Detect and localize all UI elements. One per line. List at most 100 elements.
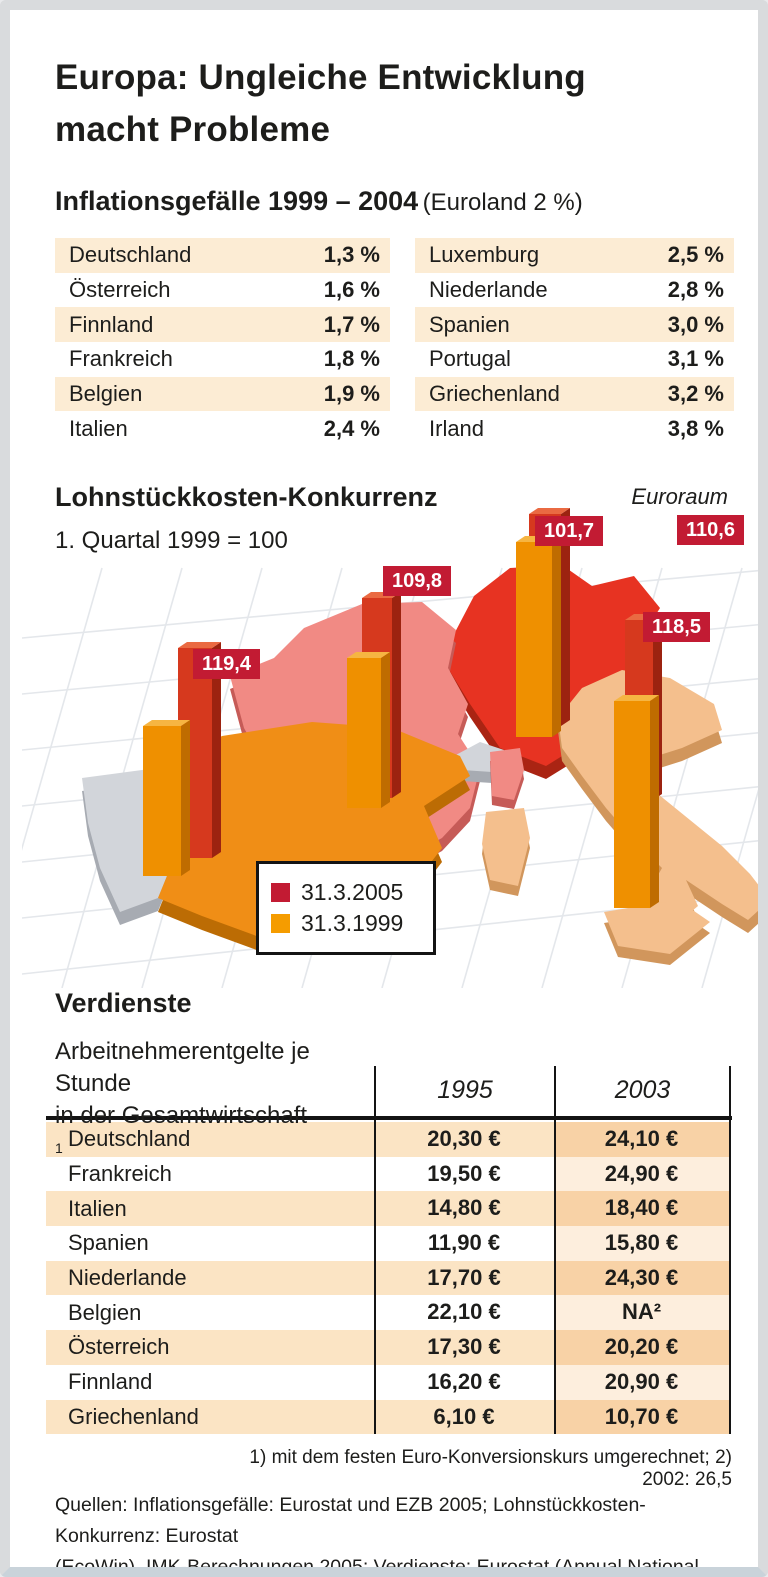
country-label: Deutschland xyxy=(46,1122,374,1157)
map-sicily xyxy=(604,900,710,954)
ulc-subheading: 1. Quartal 1999 = 100 xyxy=(55,527,288,554)
bar-spain-1999 xyxy=(143,720,190,876)
inflation-value: 1,7 % xyxy=(323,311,380,337)
sources-text: Quellen: Inflationsgefälle: Eurostat und… xyxy=(55,1490,745,1577)
table-row: Griechenland 3,2 % xyxy=(415,376,734,412)
sources-line2: (EcoWin), IMK-Berechnungen 2005; Verdien… xyxy=(55,1556,699,1577)
legend-label: 31.3.1999 xyxy=(301,910,404,936)
column-header-2003: 2003 xyxy=(614,1076,671,1104)
country-label: Griechenland xyxy=(429,381,560,407)
earnings-heading: Verdienste xyxy=(55,988,192,1018)
earnings-subheading-line2: in der Gesamtwirtschaft 1 xyxy=(55,1102,308,1156)
earnings-subheading: Arbeitnehmerentgelte je Stunde in der Ge… xyxy=(55,1036,385,1171)
country-label: Frankreich xyxy=(69,346,173,372)
earnings-table: Deutschland 20,30 €24,10 € Frankreich 19,5… xyxy=(46,1122,732,1435)
country-label: Italien xyxy=(46,1191,374,1227)
value-badge-germany: 101,7 xyxy=(535,516,604,546)
value-2003: 24,30 € xyxy=(554,1260,729,1296)
map-sardinia xyxy=(482,808,530,896)
legend-item-1999: 31.3.1999 xyxy=(271,910,421,937)
country-label: Luxemburg xyxy=(429,242,540,268)
table-row: Österreich 1,6 % xyxy=(55,273,390,308)
value-1995: 20,30 € xyxy=(374,1122,554,1157)
bar-italy-1999 xyxy=(614,695,659,908)
inflation-value: 3,1 % xyxy=(667,346,724,372)
value-2003: 20,20 € xyxy=(554,1330,729,1365)
value-1995: 11,90 € xyxy=(427,1230,501,1256)
value-1995: 17,70 € xyxy=(374,1260,554,1296)
map-corsica xyxy=(490,748,524,809)
inflation-value: 2,5 % xyxy=(667,242,724,268)
table-row: Frankreich 1,8 % xyxy=(55,342,390,377)
value-2003: 10,70 € xyxy=(554,1399,729,1435)
footnote-mark: 1 xyxy=(55,1140,63,1156)
country-label: Finnland xyxy=(68,1369,153,1395)
country-label: Italien xyxy=(69,415,128,441)
table-rule-vertical xyxy=(554,1066,556,1434)
ulc-heading: Lohnstückkosten-Konkurrenz xyxy=(55,482,438,512)
value-1995: 19,50 € xyxy=(427,1160,501,1186)
table-row: Finnland 16,20 € 20,90 € xyxy=(46,1364,732,1400)
value-1995: 17,30 € xyxy=(374,1330,554,1365)
earnings-subheading-line1: Arbeitnehmerentgelte je Stunde xyxy=(55,1038,310,1097)
value-2003: 24,90 € xyxy=(554,1156,729,1192)
table-rule-horizontal xyxy=(46,1116,732,1120)
country-label: Niederlande xyxy=(46,1260,374,1296)
value-badge-france: 109,8 xyxy=(383,566,452,596)
inflation-value: 3,8 % xyxy=(667,415,724,441)
footnote-text: 1) mit dem festen Euro-Konversionskurs u… xyxy=(249,1447,732,1490)
value-2003: 24,10 € xyxy=(554,1122,729,1157)
legend-label: 31.3.2005 xyxy=(301,879,404,905)
inflation-table-right: Luxemburg 2,5 % Niederlande 2,8 % Spanien 3… xyxy=(415,238,734,446)
column-header-1995: 1995 xyxy=(437,1076,493,1104)
inflation-heading-note: (Euroland 2 %) xyxy=(422,189,583,216)
table-row: Niederlande 17,70 €24,30 € xyxy=(46,1260,732,1296)
europe-map-chart xyxy=(22,508,758,988)
table-row: Belgien 22,10 € NA² xyxy=(46,1295,732,1331)
value-1995: 14,80 € xyxy=(374,1191,554,1227)
table-row: Italien 14,80 €18,40 € xyxy=(46,1191,732,1227)
page-title-line1: Europa: Ungleiche Entwicklung xyxy=(55,58,586,97)
country-label: Niederlande xyxy=(429,277,548,303)
euroraum-label: Euroraum xyxy=(631,484,728,509)
orange-swatch-icon xyxy=(271,914,290,933)
country-label: Deutschland xyxy=(69,242,192,268)
value-2003: 20,90 € xyxy=(554,1364,729,1400)
country-label: Österreich xyxy=(46,1330,374,1365)
table-row: Griechenland 6,10 €10,70 € xyxy=(46,1399,732,1435)
inflation-value: 2,4 % xyxy=(323,415,380,441)
table-row: Deutschland 20,30 €24,10 € xyxy=(46,1122,732,1157)
red-swatch-icon xyxy=(271,883,290,902)
country-label: Frankreich xyxy=(68,1161,172,1187)
value-2003: 18,40 € xyxy=(554,1191,729,1227)
country-label: Griechenland xyxy=(46,1399,374,1435)
value-1995: 22,10 € xyxy=(427,1299,501,1325)
inflation-value: 1,3 % xyxy=(323,242,380,268)
table-row: Luxemburg 2,5 % xyxy=(415,238,734,273)
inflation-value: 3,0 % xyxy=(667,311,724,337)
country-label: Spanien xyxy=(68,1230,149,1256)
table-row: Spanien 11,90 € 15,80 € xyxy=(46,1226,732,1261)
table-row: Irland 3,8 % xyxy=(415,411,734,446)
table-row: Österreich 17,30 €20,20 € xyxy=(46,1330,732,1365)
table-rule-vertical xyxy=(729,1066,731,1434)
table-row: Frankreich 19,50 € 24,90 € xyxy=(46,1156,732,1192)
country-label: Belgien xyxy=(69,381,143,407)
bar-germany-1999 xyxy=(516,536,561,737)
table-row: Italien 2,4 % xyxy=(55,411,390,446)
sources-line1: Quellen: Inflationsgefälle: Eurostat und… xyxy=(55,1494,646,1547)
inflation-value: 1,8 % xyxy=(323,346,380,372)
value-badge-euroraum: 110,6 xyxy=(677,515,744,545)
value-1995: 6,10 € xyxy=(374,1399,554,1435)
inflation-heading-row: Inflationsgefälle 1999 – 2004 (Euroland … xyxy=(55,186,745,217)
inflation-heading: Inflationsgefälle 1999 – 2004 xyxy=(55,186,419,216)
table-row: Portugal 3,1 % xyxy=(415,342,734,377)
value-2003: NA² xyxy=(554,1295,729,1331)
legend-item-2005: 31.3.2005 xyxy=(271,879,421,906)
inflation-value: 1,6 % xyxy=(323,277,380,303)
table-row: Niederlande 2,8 % xyxy=(415,273,734,308)
country-label: Spanien xyxy=(429,311,510,337)
inflation-value: 3,2 % xyxy=(667,381,724,407)
country-label: Österreich xyxy=(69,277,171,303)
